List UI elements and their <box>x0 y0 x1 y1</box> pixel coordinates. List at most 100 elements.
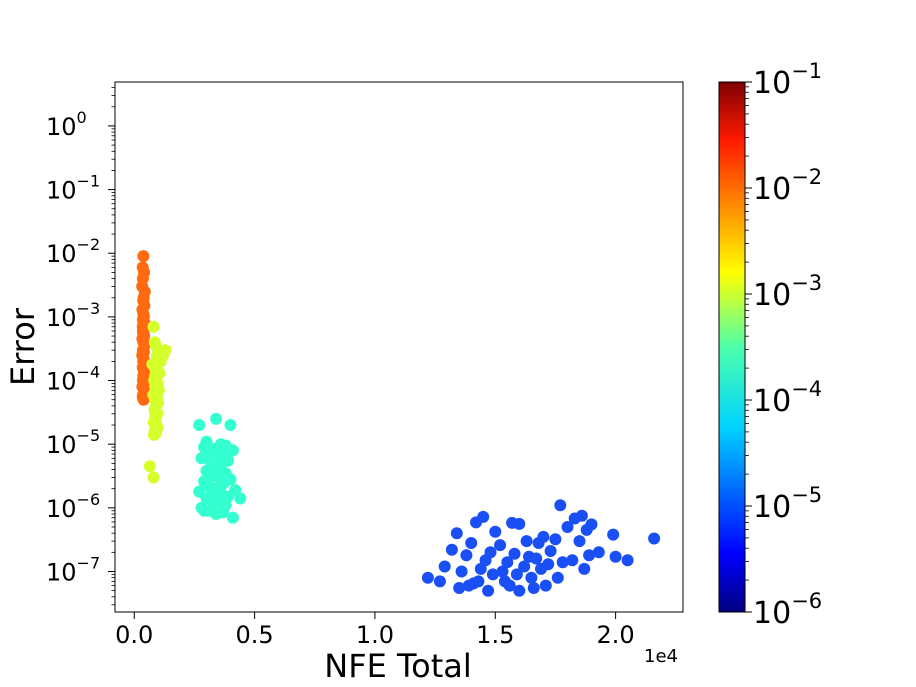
scatter-point <box>234 492 247 505</box>
scatter-point <box>518 560 531 573</box>
scatter-point <box>214 496 227 509</box>
scatter-point <box>222 454 235 467</box>
scatter-point <box>508 547 521 560</box>
scatter-point <box>580 523 593 536</box>
scatter-point <box>566 554 579 567</box>
scatter-point <box>527 582 540 594</box>
scatter-point <box>520 535 533 548</box>
scatter-point <box>226 444 239 457</box>
scatter-point <box>549 533 562 546</box>
x-tick-label: 0.0 <box>115 621 153 649</box>
scatter-point <box>138 386 151 399</box>
scatter-point <box>486 568 499 581</box>
x-tick-label: 0.5 <box>236 621 274 649</box>
colorbar-tick-label: 10−3 <box>753 271 822 313</box>
y-tick-label: 10−6 <box>46 490 100 523</box>
scatter-point <box>544 545 557 557</box>
scatter-point <box>460 549 473 562</box>
scatter-point <box>147 471 160 484</box>
scatter-point <box>561 521 574 533</box>
y-tick-label: 10−3 <box>46 299 100 332</box>
colorbar-tick-label: 10−4 <box>753 377 822 419</box>
scatter-point <box>513 584 526 597</box>
scatter-point <box>193 419 206 431</box>
scatter-point <box>224 419 237 431</box>
scatter-point <box>226 511 239 524</box>
scatter-point <box>539 579 552 592</box>
y-tick-label: 100 <box>46 108 87 141</box>
scatter-point <box>450 527 463 540</box>
colorbar-tick-label: 10−6 <box>753 589 822 631</box>
scatter-point <box>465 537 478 549</box>
scatter-point <box>210 412 223 425</box>
x-tick-label: 1.0 <box>356 621 394 649</box>
data-points <box>136 250 661 597</box>
scatter-point <box>621 554 634 567</box>
colorbar <box>718 81 746 613</box>
colorbar-tick-label: 10−2 <box>753 165 822 207</box>
y-tick-label: 10−1 <box>46 172 100 205</box>
scatter-point <box>207 452 220 465</box>
scatter-point <box>498 575 511 588</box>
scatter-point <box>210 508 223 520</box>
scatter-point <box>607 528 620 541</box>
scatter-point <box>148 428 160 441</box>
scatter-point <box>136 325 149 337</box>
scatter-point <box>551 571 564 584</box>
scatter-point <box>532 537 545 549</box>
scatter-point <box>198 504 211 517</box>
x-axis-label: NFE Total <box>324 647 471 685</box>
scatter-point <box>474 562 487 575</box>
colorbar-tick-label: 10−5 <box>753 483 822 525</box>
x-offset-label: 1e4 <box>644 646 678 667</box>
scatter-point <box>445 543 458 556</box>
scatter-point <box>455 565 468 578</box>
scatter-point <box>137 363 150 376</box>
y-axis-label: Error <box>4 307 42 386</box>
scatter-point <box>648 532 661 545</box>
scatter-point <box>556 556 569 569</box>
y-tick-label: 10−7 <box>46 553 100 586</box>
scatter-point <box>496 565 509 578</box>
scatter-point <box>143 460 156 473</box>
scatter-point <box>583 549 596 562</box>
scatter-point <box>501 556 514 569</box>
x-axis-ticks: 0.0 0.5 1.0 1.5 2.0 <box>115 612 635 649</box>
scatter-point <box>489 525 502 538</box>
scatter-point <box>482 584 495 597</box>
scatter-point <box>157 349 170 362</box>
scatter-point <box>470 516 482 529</box>
scatter-point <box>494 539 507 552</box>
scatter-point <box>453 582 466 594</box>
colorbar-tick-label: 10−1 <box>753 59 822 101</box>
y-tick-label: 10−5 <box>46 426 100 459</box>
scatter-point <box>438 560 451 573</box>
scatter-point <box>510 568 523 581</box>
scatter-point <box>137 250 150 263</box>
scatter-point <box>421 571 434 584</box>
scatter-point <box>568 512 581 525</box>
y-tick-label: 10−2 <box>46 235 100 268</box>
colorbar-ticks: 10−1 10−2 10−3 10−4 10−5 10−6 <box>745 59 822 631</box>
y-axis-ticks: 100 10−1 10−2 10−3 10−4 10−5 10−6 10−7 <box>46 87 115 606</box>
plot-frame <box>114 81 684 613</box>
scatter-point <box>592 546 605 559</box>
x-tick-label: 1.5 <box>476 621 514 649</box>
scatter-point <box>219 471 232 484</box>
y-tick-label: 10−4 <box>46 363 100 396</box>
scatter-point <box>149 409 162 422</box>
scatter-point <box>554 499 567 512</box>
scatter-point <box>150 361 163 374</box>
scatter-point <box>147 320 160 333</box>
scatter-point <box>513 517 526 530</box>
scatter-point <box>467 577 480 590</box>
x-tick-label: 2.0 <box>597 621 635 649</box>
scatter-point <box>609 550 622 563</box>
scatter-point <box>578 562 591 575</box>
scatter-point <box>530 552 543 565</box>
scatter-point <box>433 575 446 588</box>
scatter-point <box>525 571 538 584</box>
scatter-point <box>535 562 547 575</box>
scatter-point <box>573 535 586 548</box>
